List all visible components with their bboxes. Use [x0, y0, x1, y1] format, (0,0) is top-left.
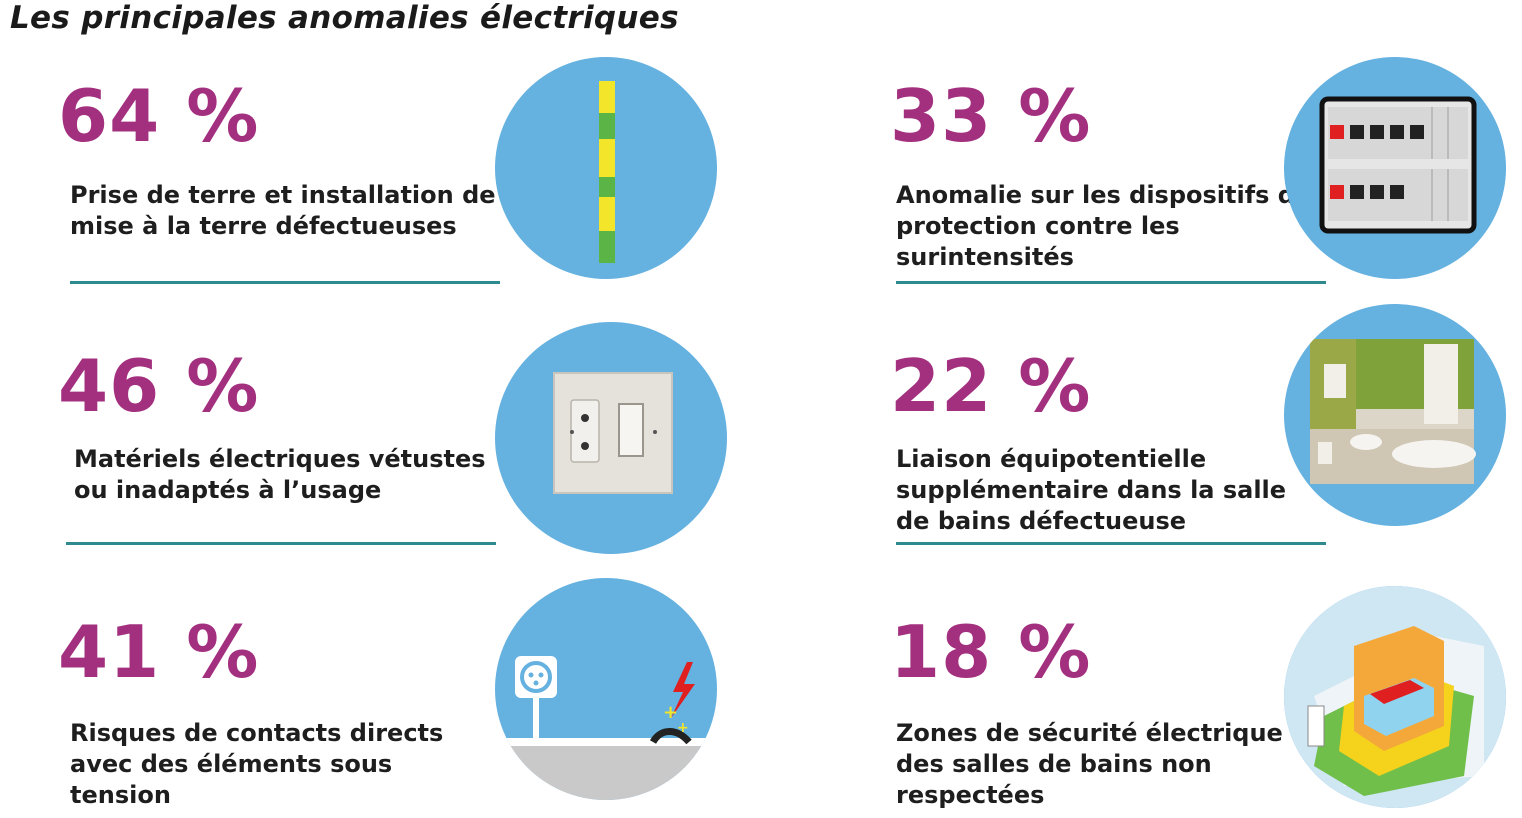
stat-label-contact: Risques de contacts directs avec des élé…	[70, 719, 444, 809]
stat-label-ground: Prise de terre et installation de mise à…	[70, 181, 496, 240]
bathroom-zones-icon	[1284, 586, 1506, 808]
stat-percent-zones: 18 %	[890, 610, 1092, 694]
stat-label-protection: Anomalie sur les dispositifs de protecti…	[896, 181, 1312, 271]
divider	[896, 542, 1326, 545]
stat-percent-equipment: 46 %	[58, 344, 260, 428]
stat-percent-contact: 41 %	[58, 610, 260, 694]
breaker-panel-icon	[1284, 57, 1506, 279]
stat-percent-bonding: 22 %	[890, 344, 1092, 428]
stat-label-equipment: Matériels électriques vétustes ou inadap…	[74, 445, 486, 504]
stat-label-zones: Zones de sécurité électrique des salles …	[896, 719, 1283, 809]
stat-percent-ground: 64 %	[58, 74, 260, 158]
stat-label-bonding: Liaison équipotentielle supplémentaire d…	[896, 445, 1287, 535]
divider	[896, 281, 1326, 284]
svg-text:+: +	[663, 702, 678, 723]
outlet-switch-icon	[495, 322, 727, 554]
svg-text:+: +	[677, 720, 689, 736]
divider	[66, 542, 496, 545]
divider	[70, 281, 500, 284]
page-title: Les principales anomalies électriques	[10, 0, 679, 36]
damaged-cable-icon: + +	[495, 578, 717, 800]
ground-wire-icon	[495, 57, 717, 279]
bathroom-icon	[1284, 304, 1506, 526]
stat-percent-protection: 33 %	[890, 74, 1092, 158]
